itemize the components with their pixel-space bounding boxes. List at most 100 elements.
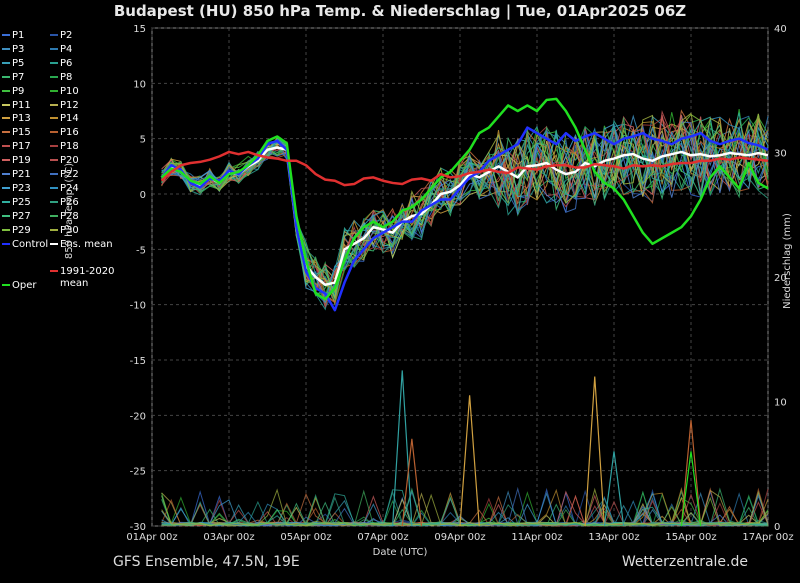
precip-spike — [584, 376, 605, 527]
legend-label: P25 — [12, 196, 31, 208]
legend-label: P6 — [60, 57, 73, 69]
precip-spike — [392, 370, 413, 527]
legend-swatch — [2, 145, 10, 148]
legend-swatch — [50, 47, 58, 50]
legend-swatch — [50, 89, 58, 92]
legend-label: P21 — [12, 169, 31, 180]
legend-swatch — [50, 242, 58, 245]
legend-item: P2 — [50, 30, 72, 42]
legend-item: P16 — [50, 127, 79, 139]
x-tick-label: 07Apr 00z — [357, 532, 408, 543]
legend-swatch — [50, 186, 58, 189]
legend-swatch — [50, 228, 58, 231]
precip-spike — [401, 438, 423, 527]
legend-swatch — [2, 214, 10, 217]
y-tick-label-left: -15 — [130, 356, 146, 367]
legend-swatch — [50, 159, 58, 162]
y-tick-label-left: 10 — [133, 79, 146, 90]
legend-item: P27 — [2, 211, 31, 223]
legend-swatch — [50, 131, 58, 134]
precip-member-line — [161, 487, 769, 527]
legend-item: P9 — [2, 86, 24, 98]
legend-item: P20 — [50, 155, 79, 167]
legend-swatch — [2, 61, 10, 64]
legend-label: P16 — [60, 127, 79, 139]
legend-item: P30 — [50, 225, 79, 237]
legend-item: P25 — [2, 197, 31, 209]
precip-spike — [680, 451, 702, 527]
legend-item: P28 — [50, 211, 79, 223]
legend-label: P18 — [60, 141, 79, 153]
legend-swatch — [2, 186, 10, 189]
legend-swatch — [2, 131, 10, 134]
legend-label: Oper — [12, 280, 37, 292]
legend-swatch — [2, 117, 10, 120]
legend-label: 1991-2020 mean — [60, 266, 115, 290]
legend-item: P11 — [2, 100, 31, 112]
legend-item: P19 — [2, 155, 31, 167]
series-line-control — [160, 126, 769, 312]
legend-label: P17 — [12, 141, 31, 153]
y-tick-label-left: -5 — [136, 245, 146, 256]
legend-label: P22 — [60, 169, 79, 180]
legend-item: P24 — [50, 183, 79, 195]
legend-item: P1 — [2, 30, 24, 42]
legend-item: P13 — [2, 113, 31, 125]
y-tick-label-left: -25 — [130, 467, 146, 478]
precip-spike — [459, 395, 480, 527]
legend-item: Control — [2, 239, 48, 251]
legend-label: Control — [12, 238, 49, 250]
legend-label: P3 — [12, 43, 25, 55]
legend-swatch — [50, 103, 58, 106]
legend-swatch — [2, 47, 10, 50]
legend-label: P7 — [12, 71, 25, 83]
legend-swatch — [50, 34, 58, 36]
y-tick-label-right: 10 — [774, 398, 787, 409]
legend-label: P15 — [12, 127, 31, 139]
series-line-1991-2020-mean — [160, 150, 769, 187]
legend-label: P26 — [60, 196, 79, 208]
legend-label: P11 — [12, 99, 31, 111]
legend-item: P3 — [2, 44, 24, 56]
legend-label: P13 — [12, 113, 31, 125]
legend-swatch — [2, 242, 10, 245]
legend-swatch — [2, 75, 10, 78]
legend-label: P2 — [60, 30, 73, 41]
y-axis-label-left: 850 hPa Temp. (°C) — [64, 162, 75, 260]
legend-label: P19 — [12, 155, 31, 167]
legend-item: P4 — [50, 44, 72, 56]
legend-swatch — [50, 200, 58, 203]
ensemble-member-line — [161, 123, 769, 302]
legend-swatch — [50, 173, 58, 175]
legend-label: P27 — [12, 210, 31, 222]
precip-member-line — [161, 495, 769, 527]
x-tick-label: 03Apr 00z — [203, 532, 254, 543]
x-tick-label: 15Apr 00z — [665, 532, 716, 543]
legend-item: P15 — [2, 127, 31, 139]
legend-swatch — [50, 61, 58, 64]
legend-label: P5 — [12, 57, 25, 69]
footer-source: Wetterzentrale.de — [621, 554, 748, 570]
legend-label: P30 — [60, 224, 79, 236]
legend-swatch — [2, 103, 10, 106]
y-tick-label-right: 40 — [774, 24, 787, 35]
y-tick-label-right: 0 — [774, 522, 780, 533]
legend-label: P9 — [12, 85, 25, 97]
y-tick-label-right: 20 — [774, 273, 787, 284]
y-tick-label-left: -30 — [130, 522, 146, 533]
ensemble-member-line — [161, 131, 769, 311]
legend-label: Ens. mean — [60, 238, 113, 250]
legend-label: P12 — [60, 99, 79, 111]
legend-item: Ens. mean — [50, 239, 113, 251]
x-tick-label: 01Apr 00z — [126, 532, 177, 543]
legend-item: P12 — [50, 100, 79, 112]
legend-item: P8 — [50, 72, 72, 84]
legend-label: P29 — [12, 224, 31, 236]
y-tick-label-left: 0 — [140, 190, 146, 201]
legend-label: P23 — [12, 182, 31, 194]
legend-label: P1 — [12, 30, 25, 41]
legend-swatch — [2, 284, 10, 287]
y-tick-label-right: 30 — [774, 149, 787, 160]
legend-swatch — [50, 145, 58, 148]
y-tick-label-left: 5 — [140, 135, 146, 146]
